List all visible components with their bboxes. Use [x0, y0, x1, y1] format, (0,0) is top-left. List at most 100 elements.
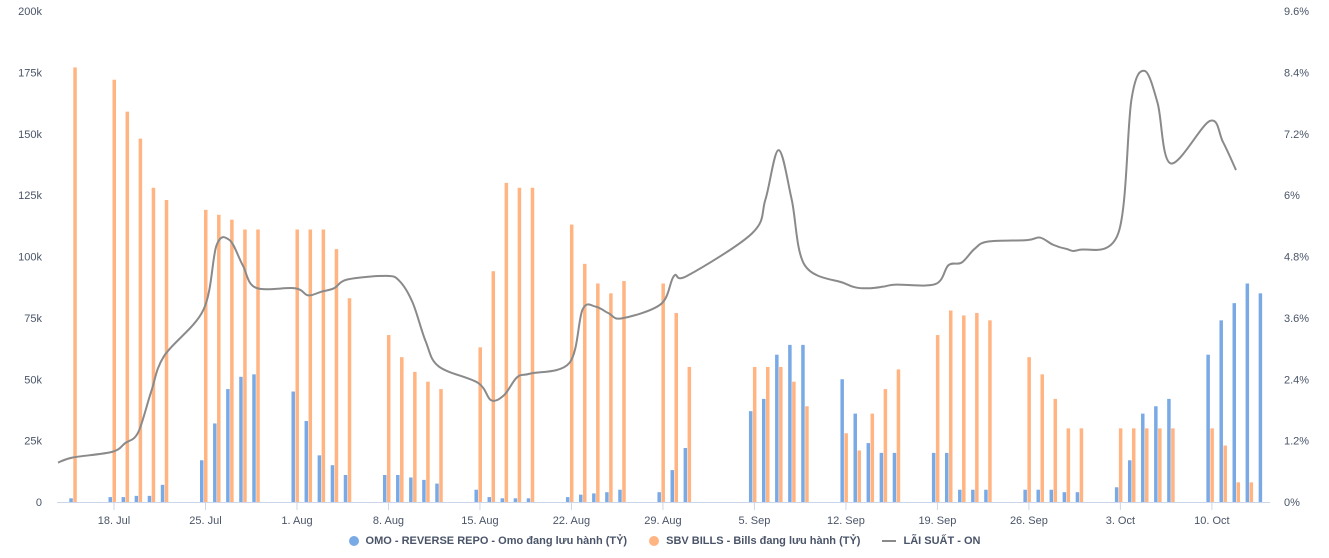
bills-bar[interactable]	[413, 371, 417, 502]
omo-bar[interactable]	[1141, 413, 1145, 502]
omo-bar[interactable]	[435, 483, 439, 502]
omo-bar[interactable]	[670, 470, 675, 502]
bills-bar[interactable]	[583, 263, 587, 502]
omo-bar[interactable]	[252, 374, 256, 502]
bills-bar[interactable]	[1171, 428, 1175, 502]
bills-bar[interactable]	[883, 389, 888, 502]
bills-bar[interactable]	[478, 347, 482, 502]
bills-bar[interactable]	[439, 389, 443, 502]
bills-bar[interactable]	[609, 293, 613, 502]
omo-bar[interactable]	[775, 354, 779, 502]
omo-bar[interactable]	[1206, 354, 1210, 502]
omo-bar[interactable]	[657, 492, 661, 502]
bills-bar[interactable]	[1079, 428, 1084, 502]
omo-bar[interactable]	[579, 494, 583, 502]
bills-bar[interactable]	[1236, 482, 1241, 502]
bills-bar[interactable]	[661, 283, 665, 502]
omo-bar[interactable]	[108, 497, 113, 502]
omo-bar[interactable]	[748, 411, 753, 502]
bills-bar[interactable]	[1131, 428, 1136, 502]
omo-bar[interactable]	[422, 479, 426, 502]
omo-bar[interactable]	[866, 443, 871, 502]
omo-bar[interactable]	[213, 423, 217, 502]
omo-bar[interactable]	[683, 447, 688, 502]
bills-bar[interactable]	[1066, 428, 1071, 502]
omo-bar[interactable]	[971, 489, 975, 502]
bills-bar[interactable]	[1158, 428, 1162, 502]
bills-bar[interactable]	[217, 214, 221, 502]
legend-item-omo[interactable]: OMO - REVERSE REPO - Omo đang lưu hành (…	[348, 535, 627, 547]
omo-bar[interactable]	[1062, 492, 1067, 502]
omo-bar[interactable]	[801, 344, 805, 502]
omo-bar[interactable]	[291, 391, 295, 502]
bills-bar[interactable]	[321, 229, 326, 502]
bills-bar[interactable]	[1053, 398, 1058, 502]
bills-bar[interactable]	[125, 111, 130, 502]
bills-bar[interactable]	[334, 249, 339, 502]
bills-bar[interactable]	[844, 433, 848, 502]
omo-bar[interactable]	[1075, 492, 1080, 502]
bills-bar[interactable]	[530, 187, 535, 502]
omo-bar[interactable]	[605, 492, 609, 502]
omo-bar[interactable]	[160, 484, 165, 502]
bills-bar[interactable]	[962, 315, 966, 502]
bills-bar[interactable]	[674, 312, 679, 502]
bills-bar[interactable]	[766, 366, 770, 502]
omo-bar[interactable]	[1127, 460, 1132, 502]
bills-bar[interactable]	[752, 366, 757, 502]
bills-bar[interactable]	[805, 406, 809, 502]
bills-bar[interactable]	[1027, 357, 1031, 502]
bills-bar[interactable]	[792, 381, 796, 502]
bills-bar[interactable]	[112, 79, 117, 503]
omo-bar[interactable]	[199, 460, 204, 502]
omo-bar[interactable]	[226, 389, 230, 502]
bills-bar[interactable]	[1223, 445, 1227, 502]
omo-bar[interactable]	[343, 474, 348, 502]
omo-bar[interactable]	[121, 497, 126, 502]
omo-bar[interactable]	[239, 376, 243, 502]
bills-bar[interactable]	[164, 200, 169, 502]
omo-bar[interactable]	[396, 474, 400, 502]
bills-bar[interactable]	[504, 182, 509, 502]
bills-bar[interactable]	[1118, 428, 1123, 502]
bills-bar[interactable]	[948, 310, 953, 502]
omo-bar[interactable]	[134, 495, 139, 502]
omo-bar[interactable]	[592, 493, 596, 502]
omo-bar[interactable]	[1154, 406, 1158, 502]
omo-bar[interactable]	[1167, 398, 1171, 502]
omo-bar[interactable]	[1023, 489, 1027, 502]
omo-bar[interactable]	[1036, 489, 1040, 502]
bills-bar[interactable]	[935, 335, 940, 502]
bills-bar[interactable]	[1040, 374, 1044, 502]
bills-bar[interactable]	[256, 229, 260, 502]
bills-bar[interactable]	[1210, 428, 1214, 502]
bills-bar[interactable]	[491, 271, 496, 502]
omo-bar[interactable]	[69, 498, 73, 502]
omo-bar[interactable]	[382, 474, 387, 502]
omo-bar[interactable]	[1232, 303, 1237, 502]
bills-bar[interactable]	[426, 381, 430, 502]
bills-bar[interactable]	[400, 357, 404, 502]
omo-bar[interactable]	[1049, 489, 1054, 502]
bills-bar[interactable]	[347, 298, 352, 502]
bills-bar[interactable]	[308, 229, 313, 502]
omo-bar[interactable]	[879, 452, 884, 502]
bills-bar[interactable]	[896, 369, 901, 502]
omo-bar[interactable]	[958, 489, 962, 502]
omo-bar[interactable]	[500, 498, 505, 502]
omo-bar[interactable]	[1245, 283, 1250, 502]
bills-bar[interactable]	[1145, 428, 1149, 502]
omo-bar[interactable]	[1114, 487, 1119, 502]
bills-bar[interactable]	[230, 219, 234, 503]
omo-bar[interactable]	[409, 477, 413, 502]
bills-bar[interactable]	[151, 187, 156, 502]
legend-item-bills[interactable]: SBV BILLS - Bills đang lưu hành (TỶ)	[649, 535, 860, 547]
omo-bar[interactable]	[944, 452, 949, 502]
bills-bar[interactable]	[243, 229, 247, 502]
omo-bar[interactable]	[330, 465, 335, 502]
bills-bar[interactable]	[975, 312, 979, 502]
omo-bar[interactable]	[762, 398, 766, 502]
bills-bar[interactable]	[1249, 482, 1254, 502]
omo-bar[interactable]	[565, 497, 570, 502]
omo-bar[interactable]	[618, 489, 622, 502]
